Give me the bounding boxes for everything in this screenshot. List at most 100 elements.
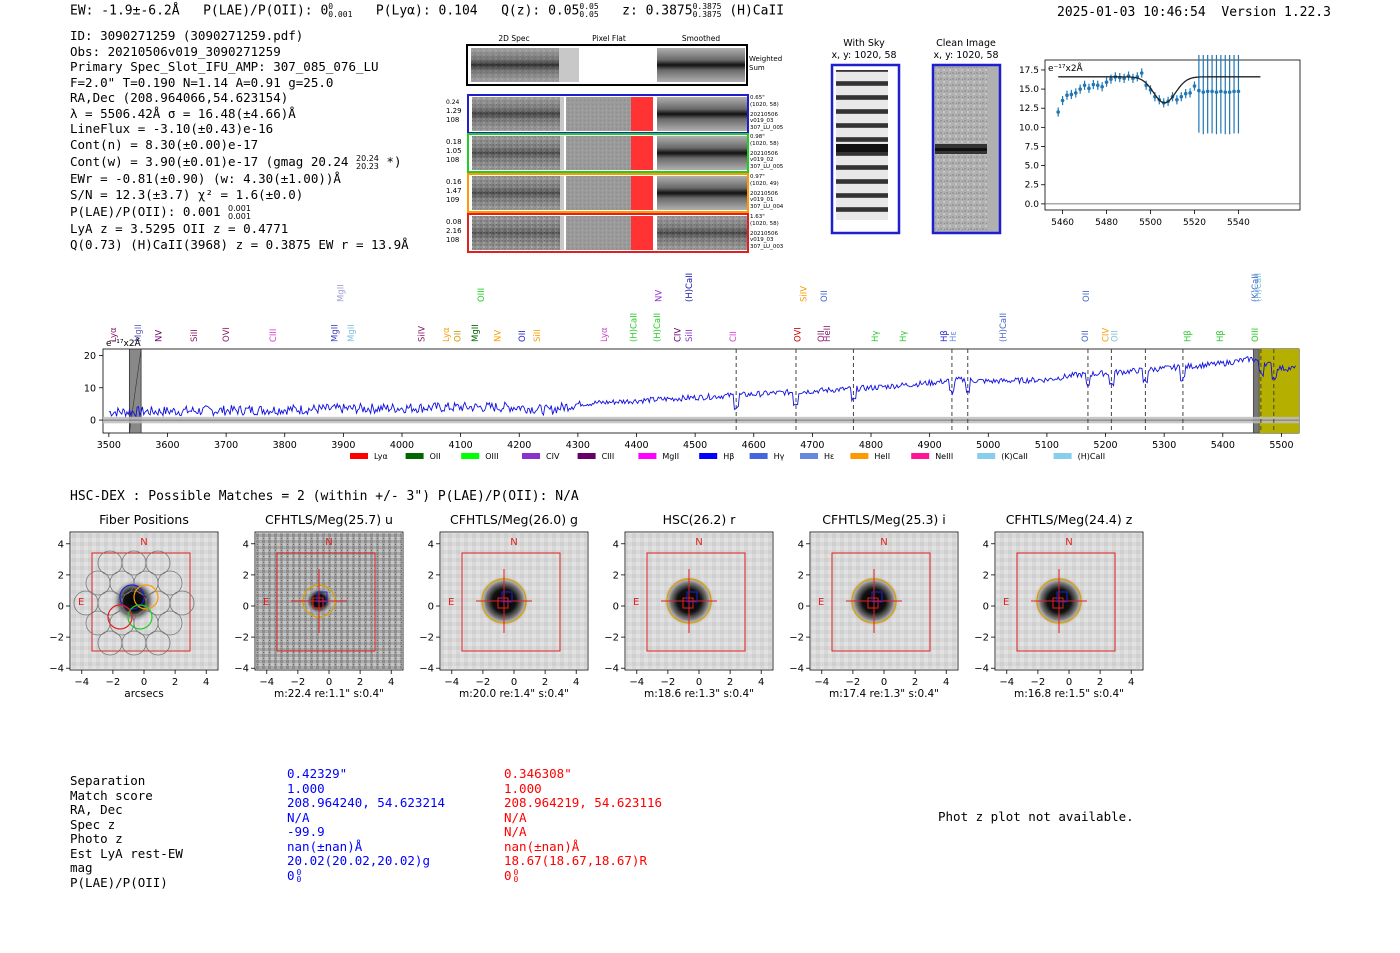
zoom-point [1078,87,1082,91]
spec-xtick-label: 3500 [97,440,121,451]
info-cont-n: Cont(n) = 8.30(±0.00)e-17 [70,136,259,152]
legend-swatch [577,453,596,459]
label-radec: RA, Dec [70,802,123,817]
spec-xtick-label: 4400 [624,440,648,451]
header-qz: Q(z): 0.05 [501,3,580,19]
info-plae-text: P(LAE)/P(OII): 0.001 [70,204,221,219]
fiber3-l2: 109 [446,196,459,204]
legend-swatch [850,453,869,459]
header-plya: P(Lyα): 0.104 [375,3,478,19]
info-lineflux: LineFlux = -3.10(±0.43)e-16 [70,121,274,136]
panel-title: CFHTLS/Meg(26.0) g [450,512,578,527]
north-label: N [140,537,147,548]
marker-blue-box [316,591,328,603]
spec-xtick-label: 5200 [1093,440,1117,451]
line-label: Hβ [1184,330,1194,342]
with-sky-coords: x, y: 1020, 58 [831,50,896,61]
m2-score: 1.000 [504,780,542,796]
line-label: MgII [471,324,481,342]
zoom-point [1095,83,1100,88]
fiber1-r2: 20210506 [750,112,778,118]
line-label: (H)CaII [630,313,640,342]
source-blob [112,579,156,623]
info-q: Q(0.73) (H)CaII(3968) z = 0.3875 EW r = … [70,236,409,252]
zoom-point [1175,97,1179,102]
line-label: (K)CaII [1251,274,1261,302]
zoom-point [1232,89,1236,94]
zoom-point [1227,90,1232,94]
fiber-row-1: 0.24 1.29 108 0.65" (1020, 58) 20210506 … [446,94,784,134]
hsc-dex-title: HSC-DEX : Possible Matches = 2 (within +… [70,489,579,504]
header-plae-sup: 0 [328,2,334,11]
img-ytick-label: 0 [428,602,434,613]
fiber2-l2: 108 [446,156,459,164]
img-xtick-label: 0 [1066,677,1072,688]
zoom-xtick-label: 5500 [1139,218,1162,228]
spec-xtick-label: 5400 [1211,440,1235,451]
sky-panels: With Sky x, y: 1020, 58 Clean Image x, y… [830,38,1002,235]
img-ytick-label: 2 [58,570,64,581]
spec-xtick-label: 5000 [976,440,1000,451]
img-ytick-label: 4 [983,539,989,550]
header-plae: P(LAE)/P(OII): 0 [203,3,329,19]
spec-xtick-label: 5500 [1269,440,1293,451]
zoom-point [1205,89,1210,94]
img-ytick-label: 2 [613,570,619,581]
zoom-point [1197,88,1201,93]
fiber3-r3: v019_01 [750,197,774,203]
spec-xtick-label: 3700 [214,440,238,451]
img-xtick-label: −4 [444,677,459,688]
info-cont-w-sub: 20.23 [355,161,379,171]
img-xtick-label: 0 [881,677,887,688]
zoom-fit-line [1058,76,1261,104]
info-lambda: λ = 5506.42Å σ = 16.48(±4.66)Å [70,105,296,121]
east-label: E [633,597,639,608]
line-label: NV [155,330,165,342]
spec-xtick-label: 5100 [1035,440,1059,451]
line-label: NV [494,330,504,342]
image-panel-1: CFHTLS/Meg(25.7) u N E −4 −4 −2 −2 0 0 2 2 4 4 m:22.4… [234,512,404,700]
north-label: N [880,537,887,548]
header-version: Version 1.22.3 [1221,5,1331,20]
header-qz-sub: 0.05 [579,10,599,19]
fiber-circle [145,630,171,656]
with-sky-title: With Sky [843,38,885,49]
m2-plae-val: 0 [504,867,512,883]
north-label: N [325,537,332,548]
legend-label: OIII [485,452,498,461]
legend-label: CIII [602,452,615,461]
fiber1-r4: 307_LU_005 [750,125,784,131]
img-ytick-label: 0 [983,602,989,613]
img-xtick-label: −2 [1031,677,1046,688]
label-est-lya: Est LyA rest-EW [70,845,183,861]
legend-swatch [350,453,368,459]
image-panel-2: CFHTLS/Meg(26.0) g N E −4 −4 −2 −2 0 0 2 2 4 4 m:20.0… [419,512,589,700]
legend-label: Hε [824,452,834,461]
img-xtick-label: −2 [661,677,676,688]
m1-plae-val: 0 [287,867,295,883]
img-ytick-label: 4 [613,539,619,550]
match-1-values: 0.42329" 1.000 208.964240, 54.623214 N/A… [287,766,445,884]
fiber-row-2: 0.18 1.05 108 0.98" (1020, 58) 20210506 … [446,133,784,173]
fiber-circle-blue [119,584,145,610]
img-ytick-label: −4 [234,664,249,675]
info-ewr: EWr = -0.81(±0.90) (w: 4.30(±1.00))Å [70,171,341,186]
fiber-row-3: 0.16 1.47 109 0.97" (1020, 49) 20210506 … [446,173,784,213]
img-ytick-label: 2 [983,570,989,581]
fiber4-l2: 108 [446,236,459,244]
panel-title: Fiber Positions [99,512,189,527]
line-label: SiIV [800,286,810,302]
zoom-point [1192,84,1197,88]
marker-blue-box [686,591,698,603]
line-label: Lyα [600,327,610,342]
image-panel-4: CFHTLS/Meg(25.3) i N E −4 −4 −2 −2 0 0 2 2 4 4 m:17.4… [789,512,959,700]
img-ytick-label: −2 [234,633,249,644]
zoom-xtick-label: 5540 [1227,218,1250,228]
fiber4-r3: v019_03 [750,237,774,243]
arcsecs-label: arcsecs [124,688,163,700]
clean-image-title: Clean Image [936,38,996,49]
m2-photoz: N/A [504,824,527,839]
img-xtick-label: 2 [1097,677,1103,688]
